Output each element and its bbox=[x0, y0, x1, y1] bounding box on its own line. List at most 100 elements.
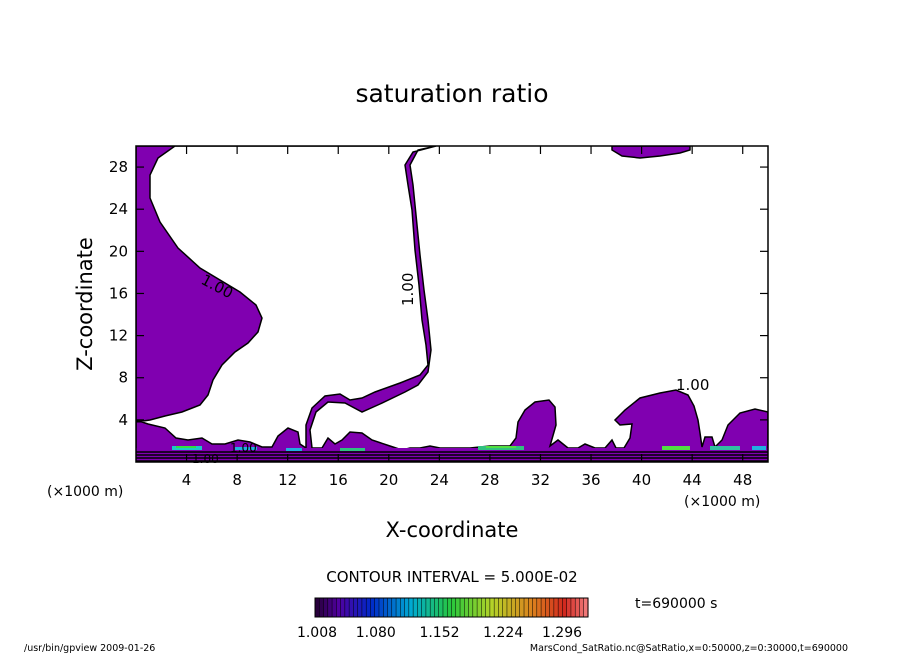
colorbar-swatch bbox=[553, 598, 559, 617]
colorbar-swatch bbox=[485, 598, 491, 617]
colorbar-swatch bbox=[515, 598, 521, 617]
colorbar-swatch bbox=[340, 598, 346, 617]
colorbar-swatch bbox=[519, 598, 525, 617]
colorbar-swatch bbox=[332, 598, 337, 617]
y-axis: 4 8 12 16 20 24 28 bbox=[109, 158, 768, 429]
supersaturated-region-main bbox=[136, 146, 768, 462]
x-tick-label: 16 bbox=[329, 471, 348, 489]
colorbar-swatch bbox=[562, 598, 568, 617]
x-axis-label: X-coordinate bbox=[386, 518, 519, 542]
x-unit-label: (×1000 m) bbox=[47, 484, 123, 500]
colorbar-swatch bbox=[378, 598, 384, 617]
colorbar-swatch bbox=[430, 598, 436, 617]
colorbar-swatch bbox=[396, 598, 401, 617]
y-tick-label: 16 bbox=[109, 284, 128, 302]
time-label: t=690000 s bbox=[635, 596, 717, 612]
colorbar-swatch bbox=[472, 598, 478, 617]
colorbar-swatch bbox=[455, 598, 461, 617]
colorbar-swatch bbox=[349, 598, 354, 617]
chart-title: saturation ratio bbox=[355, 79, 548, 108]
colorbar-swatch bbox=[575, 598, 581, 617]
x-axis: 4 8 12 16 20 24 28 32 36 40 44 48 bbox=[182, 146, 752, 489]
colorbar-tick-label: 1.152 bbox=[419, 625, 459, 641]
colorbar-swatch bbox=[536, 598, 542, 617]
x-tick-label: 40 bbox=[632, 471, 651, 489]
colorbar-swatch bbox=[357, 598, 363, 617]
x-tick-label: 48 bbox=[733, 471, 752, 489]
colorbar-ticks: 1.008 1.080 1.152 1.224 1.296 bbox=[297, 625, 582, 641]
x-tick-label: 12 bbox=[278, 471, 297, 489]
colorbar-swatch bbox=[541, 598, 546, 617]
x-tick-label: 36 bbox=[581, 471, 600, 489]
colorbar-swatch bbox=[391, 598, 397, 617]
colorbar-swatch bbox=[511, 598, 517, 617]
colorbar-swatch bbox=[438, 598, 444, 617]
colorbar-swatch bbox=[545, 598, 551, 617]
contour-label: 1.00 bbox=[192, 452, 219, 466]
colorbar-swatch bbox=[498, 598, 504, 617]
y-tick-label: 24 bbox=[109, 200, 128, 218]
colorbar-swatch bbox=[524, 598, 529, 617]
colorbar-swatch bbox=[566, 598, 572, 617]
colorbar-swatch bbox=[528, 598, 534, 617]
colorbar-swatch bbox=[434, 598, 440, 617]
colorbar-swatch bbox=[344, 598, 350, 617]
contour-label: 1.00 bbox=[399, 273, 417, 306]
colorbar-swatch bbox=[353, 598, 359, 617]
colorbar-swatch bbox=[413, 598, 418, 617]
colorbar-swatch bbox=[336, 598, 342, 617]
footer-left: /usr/bin/gpview 2009-01-26 bbox=[24, 643, 155, 654]
contour-label: 1.00 bbox=[676, 376, 709, 394]
supersaturated-region-top-right bbox=[611, 146, 691, 159]
colorbar-swatch bbox=[323, 598, 329, 617]
colorbar-swatch bbox=[408, 598, 414, 617]
colorbar-swatch bbox=[425, 598, 431, 617]
colorbar-swatch bbox=[451, 598, 457, 617]
contour-field bbox=[136, 146, 768, 462]
colorbar-swatch bbox=[374, 598, 380, 617]
colorbar-tick-label: 1.224 bbox=[483, 625, 523, 641]
colorbar-swatch bbox=[532, 598, 538, 617]
colorbar-swatch bbox=[421, 598, 427, 617]
colorbar-swatch bbox=[315, 598, 320, 617]
colorbar-swatch bbox=[383, 598, 389, 617]
contour-label: 1.00 bbox=[230, 441, 257, 455]
colorbar-frame bbox=[314, 597, 589, 618]
y-tick-label: 20 bbox=[109, 242, 128, 260]
y-tick-label: 12 bbox=[109, 327, 128, 345]
colorbar-swatch bbox=[502, 598, 508, 617]
colorbar-swatch bbox=[494, 598, 500, 617]
colorbar-swatch bbox=[366, 598, 372, 617]
y-axis-label: Z-coordinate bbox=[73, 237, 97, 371]
x-tick-label: 20 bbox=[379, 471, 398, 489]
colorbar-swatch bbox=[442, 598, 448, 617]
near-surface-color-patches bbox=[172, 446, 766, 451]
colorbar-swatch bbox=[477, 598, 482, 617]
colorbar-swatch bbox=[579, 598, 585, 617]
x-tick-label: 8 bbox=[232, 471, 242, 489]
colorbar-swatch bbox=[319, 598, 325, 617]
y-tick-label: 4 bbox=[118, 411, 128, 429]
contour-interval: CONTOUR INTERVAL = 5.000E-02 bbox=[326, 568, 577, 586]
colorbar-tick-label: 1.008 bbox=[297, 625, 337, 641]
colorbar-swatch bbox=[570, 598, 576, 617]
colorbar-swatch bbox=[327, 598, 333, 617]
x-unit-label-right: (×1000 m) bbox=[684, 494, 760, 510]
y-tick-label: 28 bbox=[109, 158, 128, 176]
colorbar-swatch bbox=[506, 598, 512, 617]
colorbar-tick-label: 1.080 bbox=[356, 625, 396, 641]
colorbar-swatch bbox=[468, 598, 474, 617]
colorbar-swatch bbox=[481, 598, 487, 617]
colorbar-swatch bbox=[400, 598, 406, 617]
x-tick-label: 28 bbox=[480, 471, 499, 489]
x-tick-label: 4 bbox=[182, 471, 192, 489]
colorbar-swatch bbox=[404, 598, 410, 617]
colorbar-swatch bbox=[417, 598, 423, 617]
x-tick-label: 24 bbox=[430, 471, 449, 489]
y-tick-label: 8 bbox=[118, 369, 128, 387]
colorbar-swatch bbox=[549, 598, 555, 617]
colorbar-swatch bbox=[460, 598, 465, 617]
x-tick-label: 32 bbox=[531, 471, 550, 489]
colorbar bbox=[314, 598, 589, 617]
